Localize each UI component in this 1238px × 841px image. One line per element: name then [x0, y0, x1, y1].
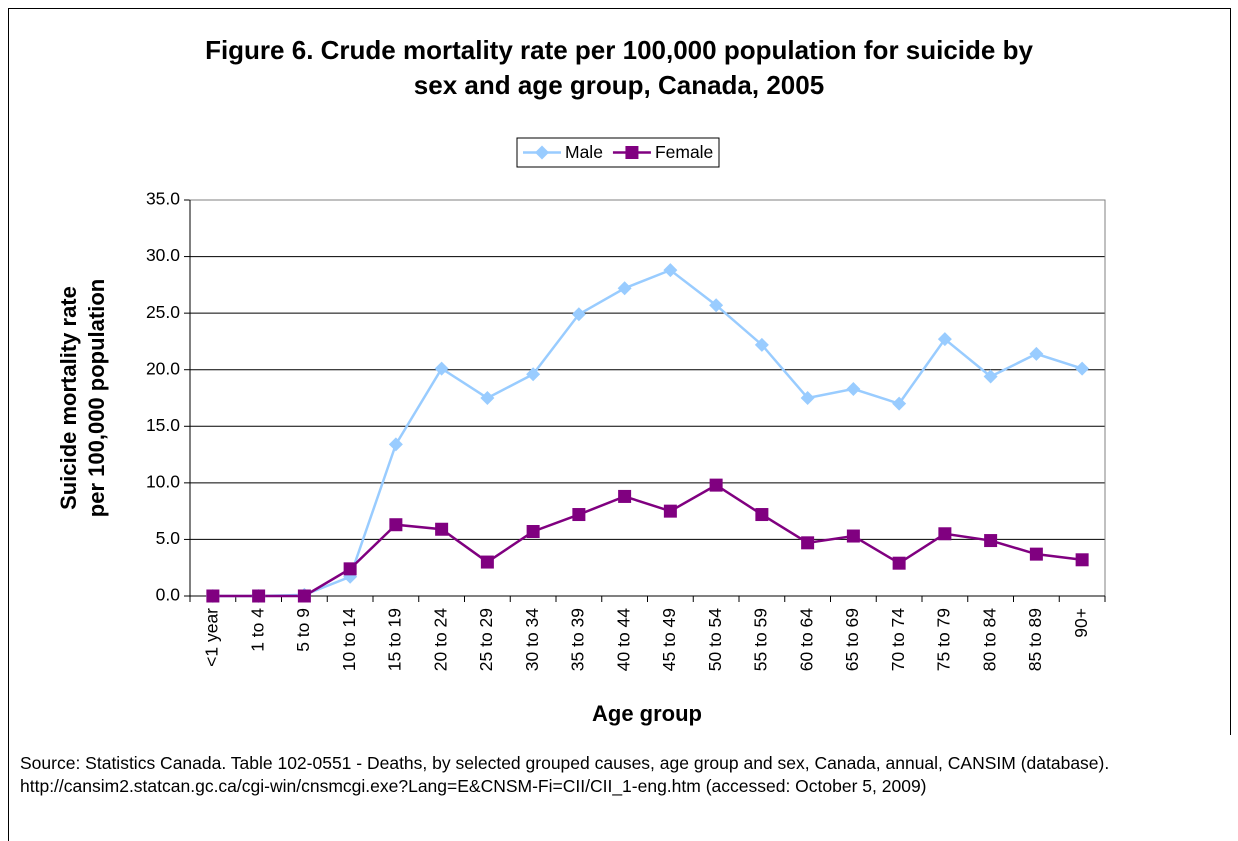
- x-tick-label: 90+: [1071, 608, 1091, 638]
- series-line: [212, 483, 1083, 598]
- data-point: [846, 529, 860, 543]
- data-point: [480, 391, 495, 405]
- legend-marker: [625, 146, 639, 159]
- x-tick-label: 45 to 49: [659, 608, 679, 671]
- y-tick-label: 5.0: [156, 528, 181, 548]
- data-point: [618, 489, 632, 503]
- data-point: [571, 307, 586, 322]
- y-axis-title: Suicide mortality rate: [56, 286, 81, 510]
- data-point: [434, 361, 449, 376]
- x-tick-label: 65 to 69: [842, 608, 862, 671]
- data-point: [892, 396, 907, 411]
- x-tick-label: 15 to 19: [385, 608, 405, 671]
- y-tick-label: 35.0: [146, 189, 180, 209]
- data-point: [846, 381, 861, 396]
- x-tick-label: <1 year: [202, 608, 222, 667]
- chart-title: Figure 6. Crude mortality rate per 100,0…: [205, 35, 1033, 65]
- data-point: [800, 391, 815, 405]
- x-tick-label: 70 to 74: [888, 608, 908, 672]
- data-point: [1029, 547, 1043, 561]
- data-point: [297, 589, 311, 603]
- data-point: [252, 589, 266, 603]
- data-point: [206, 589, 220, 603]
- data-point: [388, 437, 403, 452]
- x-tick-label: 5 to 9: [293, 608, 313, 652]
- data-point: [892, 556, 906, 570]
- data-point: [1075, 361, 1090, 376]
- x-tick-label: 1 to 4: [247, 608, 267, 652]
- x-tick-label: 25 to 29: [476, 608, 496, 671]
- chart-title: sex and age group, Canada, 2005: [414, 70, 824, 100]
- data-point: [801, 536, 815, 550]
- data-point: [709, 478, 723, 492]
- y-tick-label: 20.0: [146, 358, 180, 378]
- data-point: [389, 518, 403, 532]
- y-tick-label: 10.0: [146, 471, 180, 491]
- x-axis-title: Age group: [592, 701, 702, 726]
- data-point: [938, 527, 952, 541]
- data-point: [709, 298, 724, 313]
- y-tick-label: 15.0: [146, 415, 180, 435]
- x-tick-label: 55 to 59: [751, 608, 771, 671]
- data-point: [663, 263, 678, 278]
- x-tick-label: 10 to 14: [339, 608, 359, 672]
- data-point: [480, 555, 494, 569]
- x-tick-label: 30 to 34: [522, 608, 542, 672]
- data-point: [343, 562, 357, 576]
- source-note: Source: Statistics Canada. Table 102-055…: [20, 753, 1110, 796]
- data-point: [755, 508, 769, 522]
- data-point: [663, 504, 677, 518]
- data-point: [983, 369, 998, 384]
- legend-marker: [535, 145, 549, 160]
- x-tick-label: 80 to 84: [979, 608, 999, 672]
- chart-border: [8, 8, 1231, 841]
- legend-label: Male: [565, 142, 603, 162]
- x-tick-label: 35 to 39: [568, 608, 588, 671]
- y-axis-title: per 100,000 population: [84, 279, 109, 517]
- data-point: [937, 332, 952, 347]
- x-tick-label: 20 to 24: [430, 608, 450, 672]
- data-point: [1075, 553, 1089, 567]
- x-tick-label: 75 to 79: [934, 608, 954, 671]
- x-tick-label: 50 to 54: [705, 608, 725, 672]
- legend-label: Female: [655, 142, 713, 162]
- data-point: [435, 522, 449, 536]
- y-tick-label: 25.0: [146, 302, 180, 322]
- data-point: [526, 525, 540, 539]
- data-point: [526, 367, 541, 382]
- data-point: [754, 337, 769, 352]
- y-tick-label: 0.0: [156, 585, 181, 605]
- data-point: [572, 508, 586, 522]
- series-line: [212, 268, 1083, 598]
- data-point: [984, 534, 998, 548]
- x-tick-label: 40 to 44: [613, 608, 633, 672]
- data-point: [1029, 346, 1044, 361]
- x-tick-label: 60 to 64: [796, 608, 816, 672]
- x-tick-label: 85 to 89: [1025, 608, 1045, 671]
- y-tick-label: 30.0: [146, 245, 180, 265]
- data-point: [617, 281, 632, 296]
